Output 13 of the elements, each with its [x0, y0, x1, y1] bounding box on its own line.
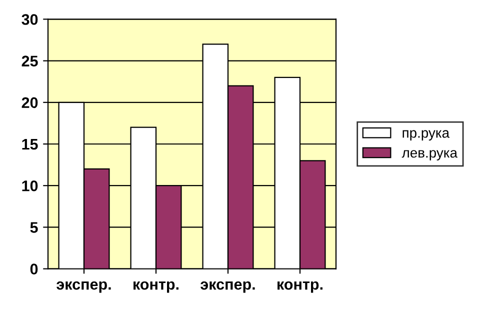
y-tick-label: 30	[22, 14, 38, 25]
y-tick-label: 0	[30, 264, 38, 274]
x-tick-label: экспер.	[200, 281, 255, 293]
x-tick-label: экспер.	[56, 281, 111, 293]
y-tick-label: 10	[22, 180, 38, 192]
legend-label: лев.рука	[402, 150, 458, 160]
x-tick-label: контр.	[134, 281, 178, 293]
x-tick-label: контр.	[278, 281, 322, 293]
legend-label: пр.рука	[402, 130, 450, 141]
y-tick-label: 5	[30, 222, 38, 233]
y-tick-label: 15	[22, 139, 38, 150]
y-tick-label: 25	[22, 56, 38, 66]
y-tick-label: 20	[22, 97, 38, 108]
